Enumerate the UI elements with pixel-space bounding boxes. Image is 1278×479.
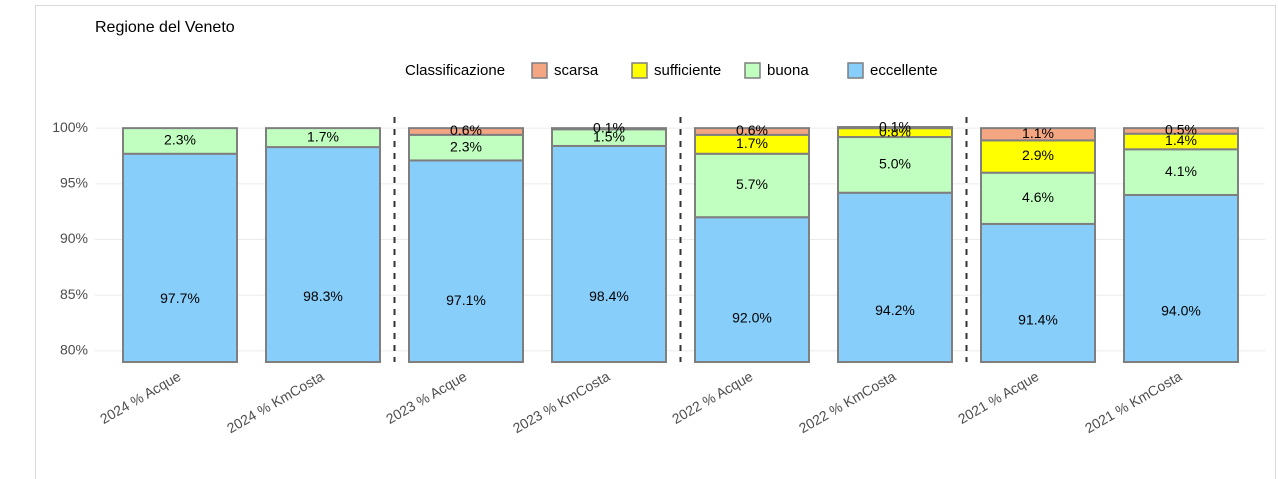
legend-swatch <box>744 62 761 79</box>
data-label: 1.4% <box>1165 132 1197 148</box>
y-tick-label: 85% <box>60 286 88 302</box>
data-label: 4.6% <box>1022 189 1054 205</box>
legend-label: scarsa <box>554 62 599 79</box>
y-tick-label: 95% <box>60 175 88 191</box>
y-tick-label: 100% <box>52 119 88 135</box>
bar-segment <box>694 152 810 219</box>
legend-title: Classificazione <box>405 62 505 79</box>
data-label: 1.7% <box>307 128 339 144</box>
x-tick-label: 2023 % Acque <box>383 368 469 427</box>
data-label: 1.5% <box>593 128 625 144</box>
bar-segment <box>1123 127 1239 135</box>
data-label: 1.1% <box>1022 125 1054 141</box>
x-tick-label: 2024 % Acque <box>97 368 183 427</box>
data-label: 1.7% <box>736 135 768 151</box>
bar-segment <box>551 127 667 131</box>
x-tick-label: 2023 % KmCosta <box>510 368 613 436</box>
data-label: 0.1% <box>593 119 625 135</box>
bar-segment <box>837 136 953 194</box>
bar-segment <box>1123 193 1239 363</box>
x-tick-label: 2022 % Acque <box>669 368 755 427</box>
chart-title: Regione del Veneto <box>95 19 235 36</box>
data-label: 91.4% <box>1018 311 1058 327</box>
frame <box>35 5 1276 479</box>
x-tick-label: 2021 % Acque <box>955 368 1041 427</box>
bar-segment <box>408 127 524 136</box>
data-label: 0.6% <box>450 122 482 138</box>
data-label: 2.3% <box>164 132 196 148</box>
bar-segment <box>694 216 810 363</box>
data-label: 98.3% <box>303 288 343 304</box>
legend-label: eccellente <box>870 62 938 79</box>
x-tick-label: 2022 % KmCosta <box>796 368 899 436</box>
data-label: 0.6% <box>736 122 768 138</box>
bar-segment <box>980 171 1096 225</box>
bar-segment <box>837 191 953 363</box>
x-tick-label: 2024 % KmCosta <box>224 368 327 436</box>
bar-segment <box>265 146 381 363</box>
bar-segment <box>694 127 810 136</box>
legend-label: sufficiente <box>654 62 721 79</box>
data-label: 94.2% <box>875 302 915 318</box>
data-label: 94.0% <box>1161 303 1201 319</box>
bar-segment <box>980 139 1096 174</box>
bar-segment <box>551 144 667 363</box>
legend-swatch <box>531 62 548 79</box>
bar-segment <box>265 127 381 149</box>
bar-segment <box>408 159 524 363</box>
bar-segment <box>980 222 1096 363</box>
data-label: 2.9% <box>1022 147 1054 163</box>
bar-segment <box>980 127 1096 142</box>
data-label: 4.1% <box>1165 163 1197 179</box>
x-tick-label: 2021 % KmCosta <box>1082 368 1185 436</box>
data-label: 92.0% <box>732 309 772 325</box>
y-tick-label: 90% <box>60 230 88 246</box>
bar-segment <box>122 152 238 363</box>
data-label: 98.4% <box>589 288 629 304</box>
data-label: 97.7% <box>160 290 200 306</box>
data-label: 2.3% <box>450 138 482 154</box>
data-label: 0.1% <box>879 118 911 134</box>
legend-label: buona <box>767 62 809 79</box>
data-label: 5.0% <box>879 156 911 172</box>
y-tick-label: 80% <box>60 342 88 358</box>
data-label: 97.1% <box>446 292 486 308</box>
legend-swatch <box>631 62 648 79</box>
data-label: 5.7% <box>736 176 768 192</box>
legend-swatch <box>847 62 864 79</box>
bar-segment <box>122 127 238 155</box>
bar-segment <box>837 126 953 130</box>
data-label: 0.5% <box>1165 122 1197 138</box>
